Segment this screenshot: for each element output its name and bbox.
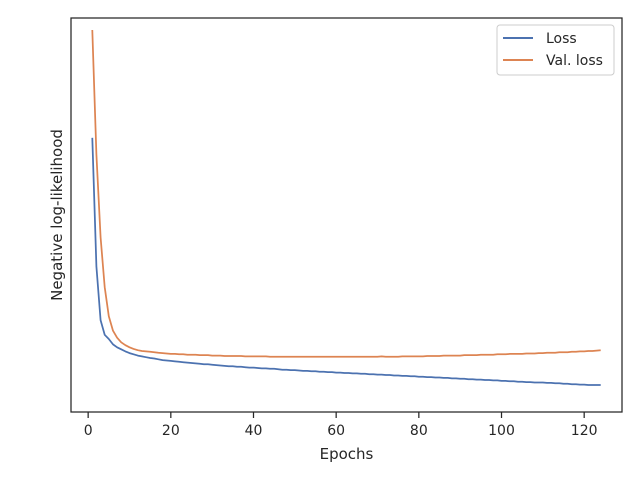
legend-label-loss: Loss (546, 31, 577, 47)
x-tick-label: 60 (327, 423, 345, 439)
plot-frame (70, 17, 623, 413)
legend-label-val-loss: Val. loss (546, 53, 603, 69)
x-tick-label: 120 (571, 423, 598, 439)
x-tick-label: 40 (245, 423, 263, 439)
x-ticks: 0 20 40 60 80 100 120 (84, 412, 598, 439)
x-tick-label: 100 (488, 423, 515, 439)
x-tick-label: 80 (410, 423, 428, 439)
legend: Loss Val. loss (496, 24, 615, 76)
x-tick-label: 20 (162, 423, 180, 439)
series-line-val-loss (91, 29, 601, 358)
series-line-loss (91, 137, 601, 386)
x-axis-label: Epochs (320, 445, 374, 463)
series-layer (91, 29, 601, 386)
x-tick-label: 0 (84, 423, 93, 439)
y-axis-label: Negative log-likelihood (48, 129, 66, 301)
